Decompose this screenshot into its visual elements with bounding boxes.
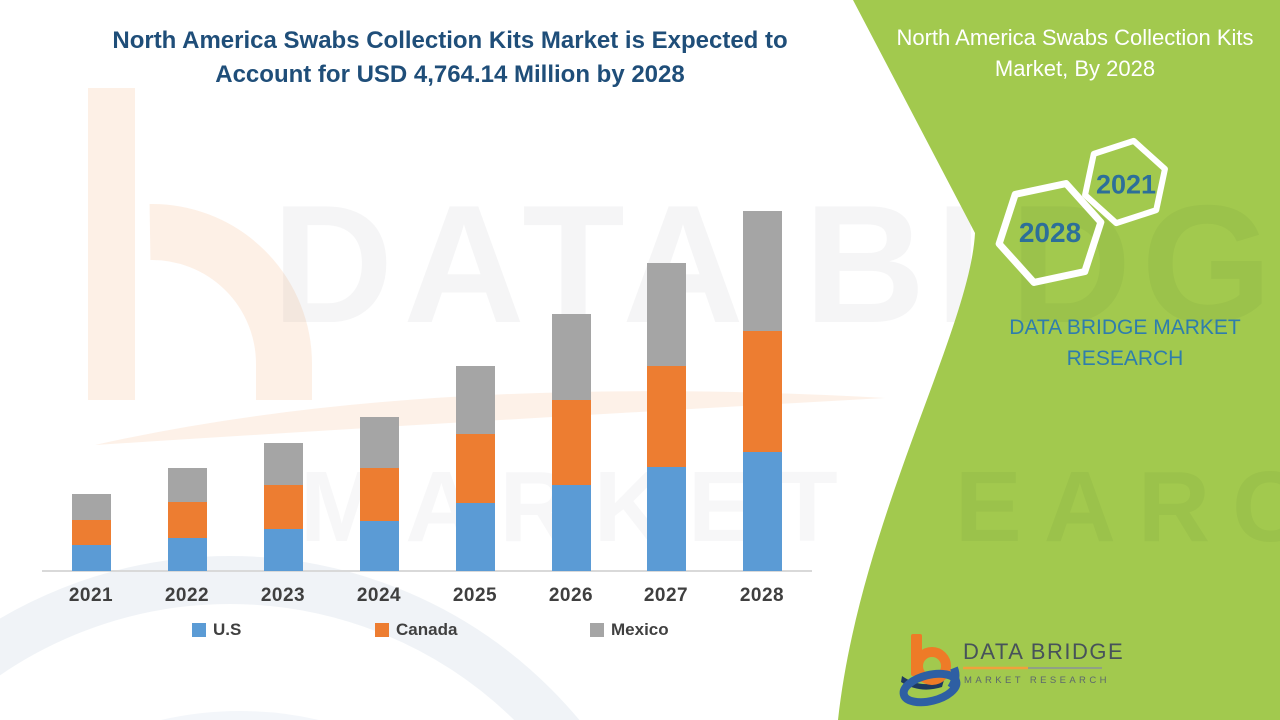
data-bridge-logo: DATA BRIDGE MARKET RESEARCH xyxy=(899,634,1124,707)
brand-wordmark: DATA BRIDGE MARKET RESEARCH xyxy=(1009,316,1241,370)
hex-year-2021: 2021 xyxy=(1095,169,1157,200)
watermark-swoosh-arcs-icon xyxy=(0,556,580,720)
chart-title: North America Swabs Collection Kits Mark… xyxy=(112,27,788,88)
hexagon-2028-icon xyxy=(995,180,1105,286)
hex-year-2028: 2028 xyxy=(1018,217,1082,248)
logo-b-icon xyxy=(899,634,961,707)
side-panel-title: North America Swabs Collection Kits Mark… xyxy=(896,25,1254,81)
hexagon-2021-icon xyxy=(1082,137,1168,227)
logo-name-text: DATA BRIDGE xyxy=(963,639,1124,664)
logo-tagline-text: MARKET RESEARCH xyxy=(964,675,1110,686)
